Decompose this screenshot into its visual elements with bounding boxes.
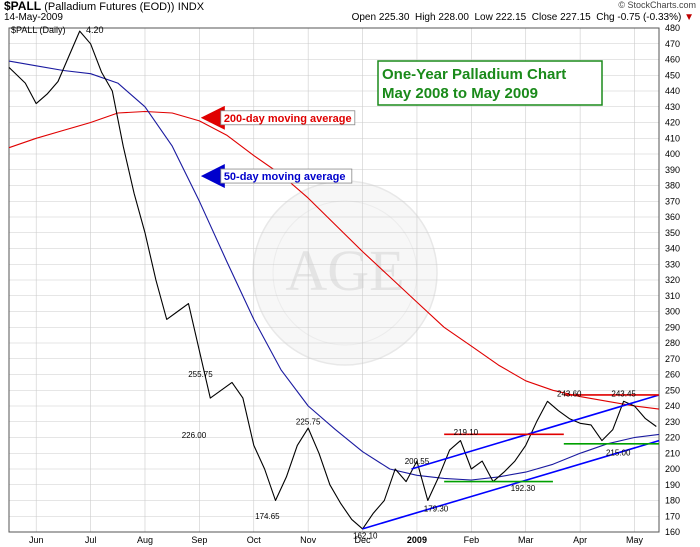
open-value: Open 225.30 [351,12,410,23]
plot-frame [8,27,660,533]
price-label: 179.30 [424,505,449,514]
y-tick-label: 270 [665,354,680,364]
exchange: INDX [177,1,205,13]
chart-title-box: One-Year Palladium Chart May 2008 to May… [377,60,603,106]
callout-box [220,168,353,184]
change-value: Chg -0.75 (-0.33%) [596,12,682,23]
y-tick-label: 420 [665,118,680,128]
y-tick-label: 180 [665,496,680,506]
y-tick-label: 440 [665,86,680,96]
x-tick-label: Jul [85,535,97,545]
x-tick-label: Dec [355,535,372,545]
down-arrow-icon: ▼ [684,12,694,23]
chart-date: 14-May-2009 [4,12,63,23]
y-tick-label: 260 [665,370,680,380]
y-tick-label: 250 [665,385,680,395]
quote-summary: Open 225.30 High 228.00 Low 222.15 Close… [352,12,694,23]
chart-header: $PALL (Palladium Futures (EOD)) INDX 14-… [0,0,700,24]
y-tick-label: 400 [665,149,680,159]
channel-line [362,439,660,530]
chart-subtitle: May 2008 to May 2009 [382,85,538,102]
price-label: 174.65 [255,512,280,521]
y-tick-label: 290 [665,322,680,332]
y-tick-label: 200 [665,464,680,474]
x-tick-label: 2009 [407,535,427,545]
y-tick-label: 360 [665,212,680,222]
y-axis: 160 170 180 190 200 210 220 230 240 250 260 270 280 2… [665,23,680,537]
y-tick-label: 230 [665,417,680,427]
series-label-text: $PALL (Daily) [11,25,66,35]
price-label: 192.30 [511,484,536,493]
x-tick-label: Aug [137,535,153,545]
callouts: 200-day moving average 50-day moving aver… [200,105,356,189]
price-label: 243.45 [611,390,636,399]
x-tick-label: Jun [29,535,44,545]
y-tick-label: 320 [665,275,680,285]
symbol-line: $PALL (Palladium Futures (EOD)) INDX [4,0,204,13]
plot-border [8,27,660,533]
series-layer [8,30,660,530]
price-label: 200.55 [405,457,430,466]
low-value: Low 222.15 [474,12,527,23]
callout-box [220,110,356,126]
watermark-text: AGE [285,238,404,303]
symbol-name: (Palladium Futures (EOD)) [44,1,175,13]
price-label: 219.10 [454,428,479,437]
symbol: $PALL [4,0,41,13]
high-value: High 228.00 [414,12,469,23]
ma50-line [8,60,660,481]
price-label: 243.60 [557,389,582,398]
x-tick-label: Apr [573,535,587,545]
x-axis: Jun Jul Aug Sep Oct Nov Dec 2009 Feb Mar Apr May [29,535,644,545]
y-tick-label: 300 [665,307,680,317]
y-tick-label: 450 [665,70,680,80]
y-tick-label: 350 [665,228,680,238]
y-tick-label: 310 [665,291,680,301]
x-tick-label: Oct [247,535,262,545]
ma200-line [8,110,660,410]
x-tick-label: Mar [518,535,534,545]
y-tick-label: 470 [665,39,680,49]
y-tick-label: 340 [665,244,680,254]
y-tick-label: 190 [665,480,680,490]
y-tick-label: 330 [665,259,680,269]
ma50-callout: 50-day moving average [200,164,353,189]
y-tick-label: 430 [665,102,680,112]
channel-line [411,394,660,470]
y-tick-label: 390 [665,165,680,175]
y-tick-label: 240 [665,401,680,411]
y-tick-label: 170 [665,511,680,521]
price-label: 162.10 [353,532,378,541]
price-line [8,30,657,530]
y-tick-label: 380 [665,181,680,191]
y-tick-label: 220 [665,433,680,443]
callout-label: 200-day moving average [224,113,352,125]
x-tick-label: May [626,535,644,545]
series-label-value: 4.20 [86,25,104,35]
y-tick-label: 460 [665,55,680,65]
close-value: Close 227.15 [531,12,591,23]
y-tick-label: 280 [665,338,680,348]
y-tick-label: 160 [665,527,680,537]
age-watermark-logo: AGE [252,180,438,366]
series-label: $PALL (Daily) 4.20 [11,25,104,35]
ma200-callout: 200-day moving average [200,105,356,130]
price-annotations: 255.75 226.00 225.75 174.65 162.10 200.55 179.… [182,370,637,540]
x-tick-label: Nov [300,535,317,545]
stockcharts-credit[interactable]: © StockCharts.com [618,0,696,10]
x-tick-label: Feb [464,535,480,545]
price-label: 255.75 [188,370,213,379]
callout-label: 50-day moving average [224,171,346,183]
y-tick-label: 370 [665,196,680,206]
y-tick-label: 210 [665,448,680,458]
y-tick-label: 410 [665,133,680,143]
price-label: 215.00 [606,448,631,457]
y-tick-label: 480 [665,23,680,33]
chart-title: One-Year Palladium Chart [382,66,566,83]
trend-lines [362,394,660,530]
price-label: 226.00 [182,431,207,440]
price-label: 225.75 [296,417,321,426]
x-tick-label: Sep [191,535,207,545]
